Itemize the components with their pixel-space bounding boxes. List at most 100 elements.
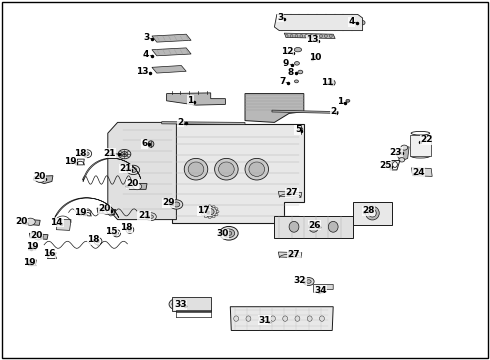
Polygon shape xyxy=(284,33,335,39)
Polygon shape xyxy=(278,192,302,197)
Ellipse shape xyxy=(215,208,218,210)
Ellipse shape xyxy=(188,162,204,176)
Ellipse shape xyxy=(130,167,137,172)
Text: 26: 26 xyxy=(308,221,321,230)
Ellipse shape xyxy=(121,152,128,157)
Ellipse shape xyxy=(102,208,111,214)
Ellipse shape xyxy=(146,213,156,221)
Ellipse shape xyxy=(219,162,234,176)
Text: 10: 10 xyxy=(309,53,322,62)
Ellipse shape xyxy=(189,301,196,306)
Ellipse shape xyxy=(324,35,327,37)
Text: 4: 4 xyxy=(348,17,355,26)
Text: 18: 18 xyxy=(120,223,133,233)
Polygon shape xyxy=(167,93,225,105)
Polygon shape xyxy=(353,202,392,225)
Bar xyxy=(410,135,431,156)
Ellipse shape xyxy=(306,280,311,283)
Ellipse shape xyxy=(294,80,298,83)
Ellipse shape xyxy=(309,221,318,232)
Polygon shape xyxy=(108,122,176,220)
Ellipse shape xyxy=(246,316,251,321)
Text: 27: 27 xyxy=(286,188,298,197)
Text: 18: 18 xyxy=(74,149,87,158)
Ellipse shape xyxy=(128,228,131,231)
Ellipse shape xyxy=(25,218,35,225)
Text: 14: 14 xyxy=(50,218,63,227)
Text: 24: 24 xyxy=(412,167,425,176)
Polygon shape xyxy=(97,208,116,215)
Polygon shape xyxy=(278,252,302,258)
Ellipse shape xyxy=(249,162,265,176)
Text: 19: 19 xyxy=(64,157,77,166)
Polygon shape xyxy=(152,48,191,56)
Text: 25: 25 xyxy=(379,161,392,170)
Ellipse shape xyxy=(204,216,207,218)
Ellipse shape xyxy=(299,127,303,132)
Polygon shape xyxy=(274,14,363,31)
Ellipse shape xyxy=(85,152,89,156)
Ellipse shape xyxy=(328,221,338,232)
Ellipse shape xyxy=(346,99,350,102)
Polygon shape xyxy=(33,176,53,184)
Text: 19: 19 xyxy=(74,208,87,217)
Ellipse shape xyxy=(234,316,239,321)
Ellipse shape xyxy=(283,316,288,321)
Text: 1: 1 xyxy=(337,97,343,106)
Polygon shape xyxy=(162,122,245,125)
Ellipse shape xyxy=(115,232,119,235)
Ellipse shape xyxy=(204,206,207,208)
Text: 13: 13 xyxy=(136,68,148,77)
Polygon shape xyxy=(128,184,147,189)
Text: 33: 33 xyxy=(174,300,187,309)
Polygon shape xyxy=(272,110,338,113)
Ellipse shape xyxy=(245,158,269,180)
Text: 9: 9 xyxy=(283,59,290,68)
Text: 29: 29 xyxy=(162,198,175,207)
Text: 19: 19 xyxy=(23,258,36,266)
Text: 8: 8 xyxy=(288,68,294,77)
Ellipse shape xyxy=(118,149,131,159)
Text: 18: 18 xyxy=(87,235,100,244)
Ellipse shape xyxy=(201,213,204,216)
Ellipse shape xyxy=(285,35,288,37)
Text: 34: 34 xyxy=(314,286,327,294)
Ellipse shape xyxy=(201,208,204,210)
Ellipse shape xyxy=(305,35,308,37)
Ellipse shape xyxy=(184,158,208,180)
Polygon shape xyxy=(274,216,353,238)
Polygon shape xyxy=(172,124,304,223)
Ellipse shape xyxy=(300,35,303,37)
Text: 19: 19 xyxy=(25,242,38,251)
Polygon shape xyxy=(56,220,71,230)
Ellipse shape xyxy=(226,231,232,235)
Ellipse shape xyxy=(173,202,180,207)
Bar xyxy=(172,297,211,311)
Ellipse shape xyxy=(315,35,318,37)
Text: 21: 21 xyxy=(119,164,132,173)
Ellipse shape xyxy=(258,316,263,321)
Text: 32: 32 xyxy=(294,276,306,285)
Ellipse shape xyxy=(170,200,183,209)
Polygon shape xyxy=(55,198,119,218)
Ellipse shape xyxy=(290,35,293,37)
Ellipse shape xyxy=(298,70,303,74)
Text: 27: 27 xyxy=(288,250,300,258)
Text: 5: 5 xyxy=(295,125,301,134)
Ellipse shape xyxy=(201,301,211,308)
Ellipse shape xyxy=(329,35,332,37)
Ellipse shape xyxy=(289,221,299,232)
Ellipse shape xyxy=(186,299,198,307)
Ellipse shape xyxy=(96,240,100,243)
Polygon shape xyxy=(245,94,304,122)
Ellipse shape xyxy=(315,54,320,59)
Ellipse shape xyxy=(270,316,275,321)
Text: 30: 30 xyxy=(216,230,229,239)
Ellipse shape xyxy=(202,206,217,217)
Ellipse shape xyxy=(200,211,203,213)
Ellipse shape xyxy=(294,62,299,65)
Text: 13: 13 xyxy=(306,35,319,44)
Text: 20: 20 xyxy=(30,231,43,240)
Text: 12: 12 xyxy=(281,46,294,55)
Ellipse shape xyxy=(366,206,379,220)
